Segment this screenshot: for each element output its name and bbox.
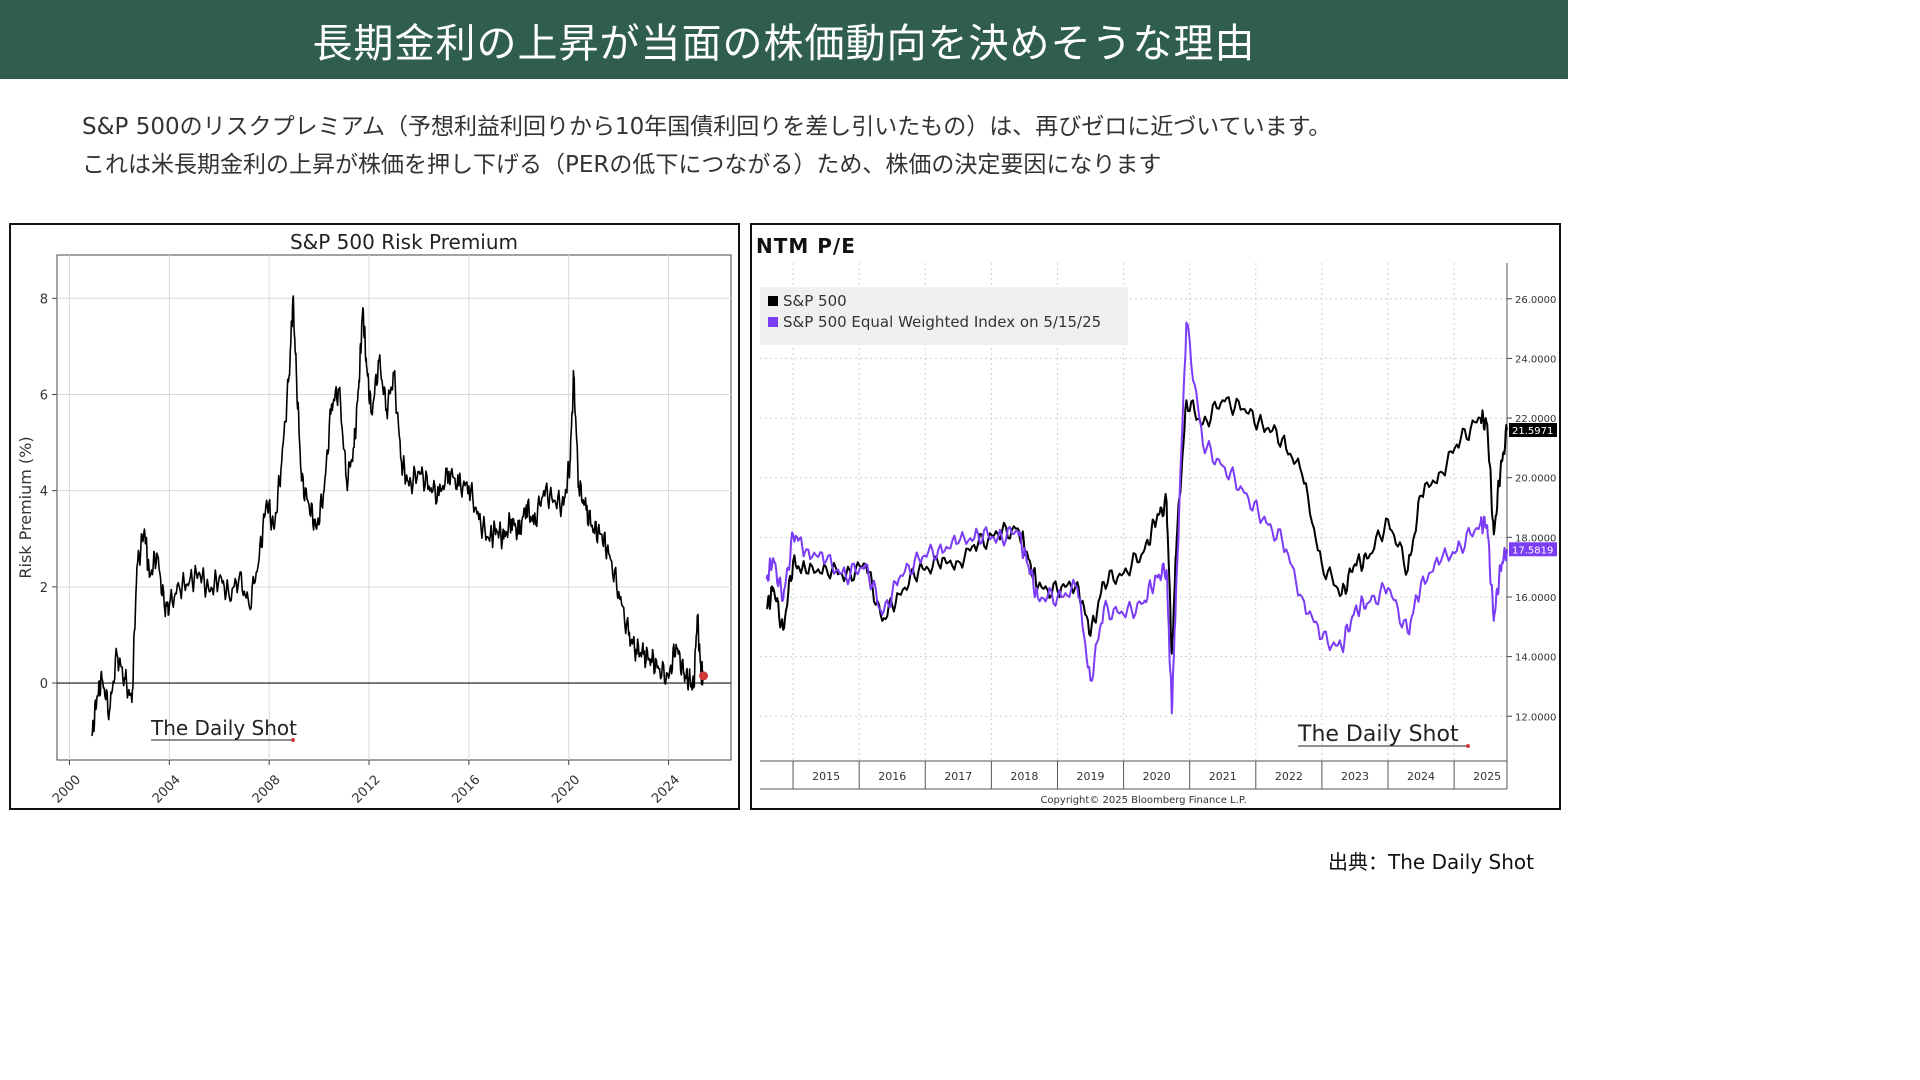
x-tick-label: 2019 xyxy=(1077,770,1105,783)
x-tick-label: 2008 xyxy=(250,773,284,807)
y-tick-label: 24.0000 xyxy=(1515,354,1556,365)
x-tick-label: 2023 xyxy=(1341,770,1369,783)
x-tick-label: 2022 xyxy=(1275,770,1303,783)
watermark-logo: The Daily Shot xyxy=(150,716,297,740)
y-tick-label: 2 xyxy=(40,581,48,596)
description-line-2: これは米長期金利の上昇が株価を押し下げる（PERの低下につながる）ため、株価の決… xyxy=(82,152,1162,178)
x-tick-label: 2016 xyxy=(878,770,906,783)
legend-box xyxy=(760,287,1128,345)
y-tick-label: 8 xyxy=(40,292,48,307)
y-axis-label: Risk Premium (%) xyxy=(16,436,35,578)
risk-premium-chart-panel: 2000 2004 2008 2012 2016 2020 2024 0 2 4 6 8 S&P 500… xyxy=(9,223,740,810)
x-tick-label: 2025 xyxy=(1473,770,1501,783)
chart-title: S&P 500 Risk Premium xyxy=(290,230,518,254)
plot-area xyxy=(56,254,732,761)
y-tick-label: 12.0000 xyxy=(1515,712,1556,723)
x-tick-label: 2017 xyxy=(944,770,972,783)
copyright-note: Copyright© 2025 Bloomberg Finance L.P. xyxy=(1040,795,1246,806)
x-tick-label: 2016 xyxy=(449,773,483,807)
y-tick-label: 16.0000 xyxy=(1515,593,1556,604)
x-tick-label: 2020 xyxy=(1143,770,1171,783)
risk-premium-chart: 2000 2004 2008 2012 2016 2020 2024 0 2 4 6 8 S&P 500… xyxy=(16,230,732,807)
x-tick-label: 2024 xyxy=(1407,770,1435,783)
x-tick-label: 2015 xyxy=(812,770,840,783)
y-tick-label: 18.0000 xyxy=(1515,533,1556,544)
y-tick-label: 26.0000 xyxy=(1515,295,1556,306)
x-tick-label: 2000 xyxy=(50,773,84,807)
x-tick-label: 2024 xyxy=(649,773,683,807)
last-value-badge xyxy=(1509,422,1557,437)
last-value-label: 17.5819 xyxy=(1512,545,1553,556)
equal-weight-pe-series-line xyxy=(765,321,1508,715)
y-tick-label: 22.0000 xyxy=(1515,414,1556,425)
legend-label: S&P 500 xyxy=(783,292,847,310)
y-tick-label: 14.0000 xyxy=(1515,653,1556,664)
x-tick-label: 2018 xyxy=(1010,770,1038,783)
source-credit: 出典：The Daily Shot xyxy=(1328,850,1534,874)
y-tick-label: 0 xyxy=(40,677,48,692)
y-tick-label: 20.0000 xyxy=(1515,474,1556,485)
risk-premium-series-line xyxy=(91,295,705,737)
last-value-label: 21.5971 xyxy=(1512,426,1553,437)
watermark-dot xyxy=(1466,744,1470,748)
x-tick-label: 2020 xyxy=(549,773,583,807)
pe-chart: 12.0000 14.0000 16.0000 18.0000 20.0000 22.00… xyxy=(756,234,1557,806)
pe-chart-panel: 12.0000 14.0000 16.0000 18.0000 20.0000 22.00… xyxy=(750,223,1561,810)
x-tick-label: 2012 xyxy=(350,773,384,807)
chart-title: NTM P/E xyxy=(756,234,856,258)
description-line-1: S&P 500のリスクプレミアム（予想利益利回りから10年国債利回りを差し引いた… xyxy=(82,114,1332,140)
legend-swatch xyxy=(768,317,778,327)
y-tick-label: 6 xyxy=(40,388,48,403)
x-tick-label: 2004 xyxy=(150,773,184,807)
legend-swatch xyxy=(768,296,778,306)
page-title: 長期金利の上昇が当面の株価動向を決めそうな理由 xyxy=(312,20,1256,67)
description: S&P 500のリスクプレミアム（予想利益利回りから10年国債利回りを差し引いた… xyxy=(82,108,1502,184)
watermark-dot xyxy=(291,738,295,742)
latest-value-marker xyxy=(699,671,709,681)
x-tick-label: 2021 xyxy=(1209,770,1237,783)
sp500-pe-series-line xyxy=(765,396,1508,655)
legend-label: S&P 500 Equal Weighted Index on 5/15/25 xyxy=(783,313,1101,331)
y-tick-label: 4 xyxy=(40,485,48,500)
watermark-logo: The Daily Shot xyxy=(1297,722,1459,747)
last-value-badge xyxy=(1509,542,1557,557)
header-banner: 長期金利の上昇が当面の株価動向を決めそうな理由 xyxy=(0,0,1568,79)
